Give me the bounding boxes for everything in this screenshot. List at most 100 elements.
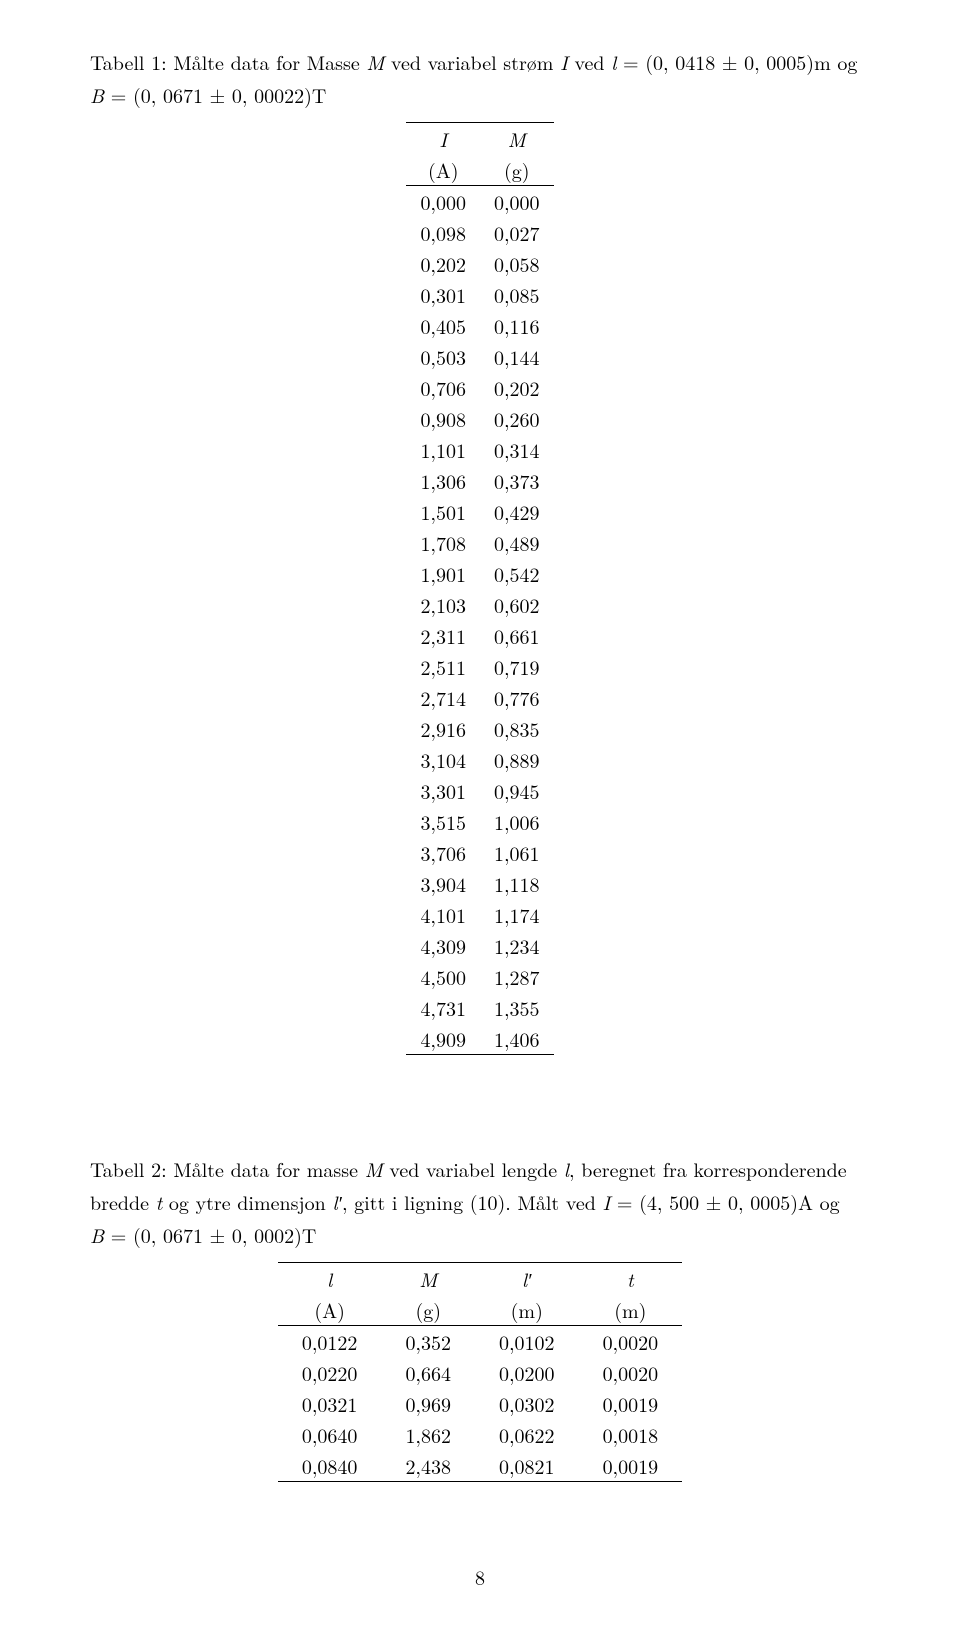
- col-header-t: t: [579, 1263, 683, 1295]
- table-cell: 0,661: [480, 620, 554, 651]
- table-cell: 0,116: [480, 310, 554, 341]
- col-header-I: I: [406, 123, 480, 155]
- table-cell: 3,104: [406, 744, 480, 775]
- table-cell: 3,706: [406, 837, 480, 868]
- table-cell: 0,706: [406, 372, 480, 403]
- table-row: 0,08402,4380,08210,0019: [278, 1450, 682, 1482]
- text: = (4, 500 ± 0, 0005)A og: [610, 1187, 839, 1216]
- var-lprime: l′: [332, 1187, 342, 1216]
- table-cell: 3,904: [406, 868, 480, 899]
- text: , gitt i ligning (10). Målt ved: [342, 1187, 603, 1216]
- table-cell: 1,708: [406, 527, 480, 558]
- var-M: M: [365, 1154, 383, 1183]
- table-row: 2,3110,661: [406, 620, 553, 651]
- text: , beregnet fra korresponderende: [569, 1154, 847, 1183]
- table1-header-row2: (A) (g): [406, 154, 553, 186]
- table-cell: 0,098: [406, 217, 480, 248]
- table-cell: 1,101: [406, 434, 480, 465]
- text: Målte data for Masse: [173, 47, 366, 76]
- table-cell: 4,309: [406, 930, 480, 961]
- table-cell: 0,889: [480, 744, 554, 775]
- table-cell: 0,0840: [278, 1450, 382, 1482]
- table-cell: 1,061: [480, 837, 554, 868]
- table-cell: 0,0122: [278, 1326, 382, 1358]
- table-row: 0,03210,9690,03020,0019: [278, 1388, 682, 1419]
- col-unit-g: (g): [381, 1294, 475, 1326]
- table-row: 2,7140,776: [406, 682, 553, 713]
- table-cell: 1,234: [480, 930, 554, 961]
- table-cell: 0,0018: [579, 1419, 683, 1450]
- table-row: 3,9041,118: [406, 868, 553, 899]
- table-cell: 0,260: [480, 403, 554, 434]
- table-cell: 0,314: [480, 434, 554, 465]
- table-cell: 0,602: [480, 589, 554, 620]
- table-row: 0,06401,8620,06220,0018: [278, 1419, 682, 1450]
- page-number: 8: [90, 1562, 870, 1591]
- table-cell: 0,776: [480, 682, 554, 713]
- table-cell: 0,0019: [579, 1450, 683, 1482]
- table-row: 2,5110,719: [406, 651, 553, 682]
- var-I: I: [560, 47, 568, 76]
- table-cell: 3,301: [406, 775, 480, 806]
- table1-label: Tabell 1:: [90, 47, 167, 76]
- table-cell: 0,945: [480, 775, 554, 806]
- table1-caption-line2: B = (0, 0671 ± 0, 00022)T: [90, 81, 870, 108]
- table-cell: 0,489: [480, 527, 554, 558]
- table-cell: 1,501: [406, 496, 480, 527]
- table-cell: 0,0302: [475, 1388, 579, 1419]
- col-unit-m2: (m): [579, 1294, 683, 1326]
- table-row: 3,5151,006: [406, 806, 553, 837]
- table-cell: 4,731: [406, 992, 480, 1023]
- text: bredde: [90, 1187, 156, 1216]
- table-cell: 0,373: [480, 465, 554, 496]
- table-cell: 1,355: [480, 992, 554, 1023]
- table-row: 0,7060,202: [406, 372, 553, 403]
- table-cell: 2,511: [406, 651, 480, 682]
- table1-header-row1: I M: [406, 123, 553, 155]
- table-row: 4,1011,174: [406, 899, 553, 930]
- table-cell: 0,405: [406, 310, 480, 341]
- table-cell: 0,503: [406, 341, 480, 372]
- table-cell: 0,835: [480, 713, 554, 744]
- table-row: 3,3010,945: [406, 775, 553, 806]
- table-cell: 2,311: [406, 620, 480, 651]
- table2-header-row1: l M l′ t: [278, 1263, 682, 1295]
- table2-header-row2: (A) (g) (m) (m): [278, 1294, 682, 1326]
- table-cell: 1,862: [381, 1419, 475, 1450]
- var-B: B: [90, 1220, 104, 1249]
- table-cell: 0,0020: [579, 1326, 683, 1358]
- table-cell: 4,500: [406, 961, 480, 992]
- table-cell: 0,969: [381, 1388, 475, 1419]
- table-cell: 1,901: [406, 558, 480, 589]
- table-cell: 0,027: [480, 217, 554, 248]
- table-row: 2,9160,835: [406, 713, 553, 744]
- table2-caption-line3: B = (0, 0671 ± 0, 0002)T: [90, 1221, 870, 1248]
- table-row: 1,3060,373: [406, 465, 553, 496]
- table-cell: 1,287: [480, 961, 554, 992]
- var-M: M: [366, 47, 384, 76]
- table-row: 1,9010,542: [406, 558, 553, 589]
- text: ved: [568, 47, 611, 76]
- text: ved variabel lengde: [383, 1154, 564, 1183]
- table-cell: 0,301: [406, 279, 480, 310]
- text: og ytre dimensjon: [162, 1187, 332, 1216]
- table-row: 0,3010,085: [406, 279, 553, 310]
- table-row: 0,5030,144: [406, 341, 553, 372]
- col-header-lprime: l′: [475, 1263, 579, 1295]
- table-cell: 0,000: [406, 186, 480, 218]
- table-cell: 0,0020: [579, 1357, 683, 1388]
- text: = (0, 0671 ± 0, 00022)T: [104, 80, 326, 109]
- col-header-M: M: [480, 123, 554, 155]
- table-cell: 0,0019: [579, 1388, 683, 1419]
- table-cell: 4,101: [406, 899, 480, 930]
- table2: l M l′ t (A) (g) (m) (m) 0,01220,3520,01…: [278, 1262, 682, 1482]
- table-row: 0,9080,260: [406, 403, 553, 434]
- var-B: B: [90, 80, 104, 109]
- col-unit-g: (g): [480, 154, 554, 186]
- document-page: Tabell 1: Målte data for Masse M ved var…: [0, 0, 960, 1651]
- table-cell: 2,438: [381, 1450, 475, 1482]
- section-gap: [90, 1065, 870, 1155]
- table-cell: 1,174: [480, 899, 554, 930]
- table-row: 1,7080,489: [406, 527, 553, 558]
- table-cell: 0,908: [406, 403, 480, 434]
